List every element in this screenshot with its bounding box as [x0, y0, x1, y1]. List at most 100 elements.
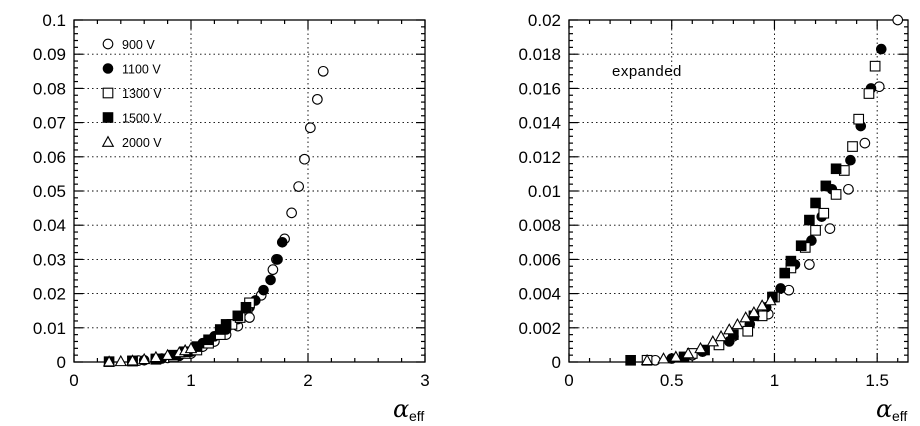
point-900-v	[317, 65, 329, 77]
point-1500-v	[220, 319, 232, 330]
point-2000-v	[764, 294, 777, 306]
left-chart-panel: 0 0.01 0.02 0.03 0.04 0.05 0.06 0.07 0.08 0.09 0.1…	[33, 11, 430, 424]
y-tick-label: 0.02	[33, 285, 66, 304]
point-900-v	[244, 312, 255, 323]
point-1100-v	[272, 254, 283, 265]
y-tick-label: 0.06	[33, 148, 66, 167]
y-tick-label: 0.016	[518, 79, 561, 98]
y-tick-label: 0.008	[518, 216, 561, 235]
x-axis-label: α	[393, 395, 409, 423]
x-tick-label: 0	[69, 371, 78, 390]
point-1100-v	[265, 274, 276, 286]
x-axis-label-subscript: eff	[409, 408, 424, 424]
x-tick-label: 0.5	[660, 371, 684, 390]
point-2000-v	[681, 347, 695, 359]
y-tick-label: 0.09	[33, 45, 66, 64]
y-tick-label: 0.02	[528, 11, 561, 30]
point-900-v	[304, 122, 316, 134]
point-1100-v	[276, 237, 288, 248]
annotation-expanded: expanded	[612, 63, 682, 80]
point-900-v	[824, 223, 836, 234]
point-2000-v	[747, 305, 761, 318]
point-1100-v	[845, 154, 856, 166]
y-tick-label: 0	[552, 353, 561, 372]
point-1300-v	[818, 207, 830, 219]
point-900-v	[892, 14, 904, 26]
point-1500-v	[795, 240, 807, 252]
y-tick-label: 0.006	[518, 250, 561, 269]
point-1500-v	[810, 197, 821, 209]
point-1500-v	[785, 255, 797, 267]
point-1100-v	[875, 43, 887, 55]
point-1500-v	[728, 329, 739, 340]
point-2000-v	[161, 348, 174, 361]
point-1500-v	[232, 310, 244, 322]
point-1100-v	[258, 284, 269, 296]
point-900-v	[804, 259, 815, 270]
point-2000-v	[669, 350, 683, 362]
legend-marker-2000-v	[101, 135, 115, 147]
legend-label-1100-v: 1100 V	[122, 63, 161, 77]
point-900-v	[843, 183, 854, 195]
point-1300-v	[847, 141, 858, 152]
y-tick-label: 0.012	[518, 148, 561, 167]
y-tick-label: 0.014	[518, 114, 561, 133]
point-1500-v	[804, 214, 815, 226]
point-2000-v	[126, 354, 139, 366]
point-1500-v	[203, 334, 214, 346]
point-2000-v	[114, 354, 128, 367]
point-900-v	[312, 93, 323, 105]
legend-label-1300-v: 1300 V	[122, 87, 162, 101]
y-tick-label: 0.04	[33, 216, 66, 235]
point-2000-v	[714, 329, 728, 342]
point-2000-v	[149, 350, 163, 363]
point-2000-v	[694, 341, 707, 354]
y-tick-label: 0	[57, 353, 66, 372]
legend-marker-1500-v	[102, 112, 114, 123]
point-1300-v	[863, 88, 875, 99]
point-1300-v	[869, 60, 881, 72]
point-900-v	[293, 181, 304, 192]
legend-label-900-v: 900 V	[122, 38, 155, 52]
point-1500-v	[779, 267, 791, 279]
y-tick-label: 0.1	[42, 11, 66, 30]
point-1300-v	[810, 224, 821, 236]
point-1100-v	[775, 283, 786, 294]
point-900-v	[299, 153, 310, 165]
x-tick-label: 0	[564, 371, 573, 390]
point-1500-v	[625, 354, 636, 366]
legend-label-2000-v: 2000 V	[122, 136, 162, 150]
point-2000-v	[657, 352, 670, 364]
y-tick-label: 0.01	[528, 182, 561, 201]
point-1300-v	[853, 113, 865, 125]
point-2000-v	[731, 317, 744, 330]
point-1500-v	[830, 163, 842, 175]
y-tick-label: 0.018	[518, 45, 561, 64]
point-2000-v	[137, 352, 151, 365]
y-tick-label: 0.01	[33, 319, 66, 338]
y-tick-label: 0.004	[518, 285, 561, 304]
point-2000-v	[102, 355, 116, 367]
y-tick-label: 0.07	[33, 114, 66, 133]
point-2000-v	[640, 353, 654, 366]
y-tick-label: 0.05	[33, 182, 66, 201]
legend-marker-900-v	[102, 38, 114, 50]
legend-marker-1100-v	[102, 63, 114, 74]
legend-marker-1300-v	[102, 87, 114, 99]
point-1300-v	[742, 325, 754, 337]
point-1500-v	[820, 180, 832, 192]
x-tick-label: 1.5	[865, 371, 889, 390]
y-tick-label: 0.03	[33, 250, 66, 269]
legend-label-1500-v: 1500 V	[122, 112, 162, 126]
point-900-v	[267, 264, 279, 276]
point-2000-v	[184, 341, 198, 354]
right-chart-panel: 0 0.002 0.004 0.006 0.008 0.01 0.012 0.014 0.016…	[518, 11, 909, 424]
point-900-v	[286, 207, 297, 219]
x-axis-label: α	[876, 395, 892, 423]
y-tick-label: 0.002	[518, 319, 561, 338]
x-tick-label: 3	[420, 371, 429, 390]
x-tick-label: 1	[770, 371, 779, 390]
x-tick-label: 2	[303, 371, 312, 390]
point-1500-v	[240, 301, 252, 313]
